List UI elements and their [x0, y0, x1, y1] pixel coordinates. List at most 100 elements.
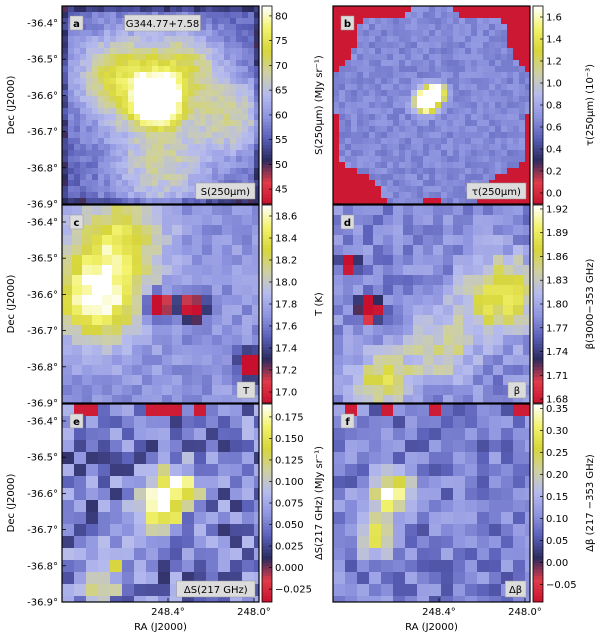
- colorbar-tick-label: 0.00: [546, 558, 568, 569]
- colorbar-tick-label: 1.83: [546, 276, 568, 287]
- colorbar-d: [533, 205, 543, 404]
- colorbar-tick-label: 0.075: [275, 499, 304, 510]
- panel-a: a G344.77+7.58 S(250μm) -36.4° -36.5° -36.6° -…: [6, 5, 325, 211]
- colorbar-tick-label: 18.6: [275, 212, 297, 223]
- panel-c: c T -36.4° -36.5° -36.6° -36.7° -36.8° -36.9° De…: [6, 204, 325, 410]
- colorbar-tick-label: 0.2: [546, 167, 562, 178]
- panel-letter-b: b: [344, 19, 351, 30]
- colorbar-tick-label: −0.05: [546, 580, 577, 591]
- plot-frame-f: [332, 403, 531, 603]
- heatmap-d: [333, 205, 531, 404]
- panel-d: d β 1.68 1.71 1.74 1.77 1.80 1.83 1.86 1.89 1.92 β(…: [332, 204, 596, 406]
- colorbar-tick-label: 0.050: [275, 520, 304, 531]
- colorbar-a: [262, 6, 272, 205]
- plot-frame-a: [61, 5, 260, 205]
- colorbar-label-b: τ(250μm) (10⁻³): [585, 64, 596, 146]
- y-tick-label: -36.8°: [27, 561, 58, 572]
- plot-frame-c: [61, 204, 260, 404]
- y-axis-label-c: Dec (J2000): [6, 275, 17, 334]
- colorbar-tick-label: 1.0: [546, 79, 562, 90]
- panel-f: f Δβ 248.4° 248.0° RA (J2000) −0.05 0.00 0.05 0.…: [332, 403, 596, 633]
- y-tick-label: -36.7°: [27, 127, 58, 138]
- colorbar-tick-label: 65: [275, 86, 288, 97]
- panel-title-box: [124, 14, 201, 32]
- heatmap-b: [333, 6, 531, 205]
- colorbar-tick-label: 1.2: [546, 57, 562, 68]
- colorbar-tick-label: 17.8: [275, 300, 297, 311]
- colorbar-tick-label: 18.4: [275, 234, 297, 245]
- colorbar-tick-label: 50: [275, 160, 288, 171]
- panel-letter-box-e: [69, 413, 84, 429]
- colorbar-label-e: ΔS(217 GHz) (MJy sr⁻¹): [314, 446, 325, 560]
- colorbar-tick-label: 1.89: [546, 228, 568, 239]
- y-tick-label: -36.5°: [27, 254, 58, 265]
- colorbar-tick-label: 17.2: [275, 366, 297, 377]
- heatmap-c: [62, 205, 260, 404]
- y-tick-label: -36.9°: [27, 399, 58, 410]
- colorbar-tick-label: 18.2: [275, 256, 297, 267]
- x-axis-label-e: RA (J2000): [134, 622, 187, 633]
- corner-label-a: S(250μm): [201, 187, 250, 198]
- y-axis-label-a: Dec (J2000): [6, 76, 17, 135]
- y-tick-label: -36.7°: [27, 525, 58, 536]
- panel-e: e ΔS(217 GHz) -36.4° -36.5° -36.6° -36.7° -36.…: [6, 403, 325, 633]
- colorbar-tick-label: 0.25: [546, 448, 568, 459]
- colorbar-tick-label: 75: [275, 36, 288, 47]
- colorbar-tick-label: 1.80: [546, 300, 568, 311]
- colorbar-tick-label: 0.20: [546, 470, 568, 481]
- colorbar-tick-label: 1.4: [546, 35, 562, 46]
- y-tick-label: -36.5°: [27, 453, 58, 464]
- panel-letter-f: f: [345, 417, 350, 428]
- colorbar-tick-label: 80: [275, 11, 288, 22]
- panel-letter-e: e: [73, 417, 80, 428]
- panel-letter-box-d: [340, 214, 355, 230]
- y-tick-label: -36.5°: [27, 55, 58, 66]
- colorbar-tick-label: 17.4: [275, 344, 297, 355]
- heatmap-e: [62, 404, 260, 603]
- y-tick-label: -36.4°: [27, 417, 58, 428]
- colorbar-tick-label: 1.74: [546, 347, 568, 358]
- colorbar-frame-a: [261, 5, 273, 205]
- colorbar-tick-label: 0.125: [275, 455, 304, 466]
- panel-letter-c: c: [74, 218, 80, 229]
- corner-label-box-c: [236, 381, 256, 399]
- colorbar-tick-label: 1.77: [546, 323, 568, 334]
- colorbar-tick-label: 0.100: [275, 477, 304, 488]
- colorbar-f: [533, 404, 543, 603]
- colorbar-label-a: S(250μm) (MJy sr⁻¹): [314, 55, 325, 155]
- colorbar-tick-label: 0.025: [275, 542, 304, 553]
- y-axis-label-e: Dec (J2000): [6, 474, 17, 533]
- corner-label-box-d: [507, 381, 527, 399]
- colorbar-tick-label: −0.025: [275, 585, 312, 596]
- y-tick-label: -36.6°: [27, 91, 58, 102]
- colorbar-tick-label: 0.8: [546, 101, 562, 112]
- colorbar-tick-label: 1.92: [546, 204, 568, 215]
- corner-label-d: β: [514, 386, 520, 397]
- plot-frame-d: [332, 204, 531, 404]
- colorbar-label-d: β(3000−353 GHz): [585, 259, 596, 350]
- panel-letter-box-b: [340, 15, 355, 31]
- colorbar-tick-label: 0.10: [546, 514, 568, 525]
- colorbar-tick-label: 0.150: [275, 434, 304, 445]
- y-tick-label: -36.8°: [27, 362, 58, 373]
- corner-label-b: τ(250μm): [472, 187, 521, 198]
- panel-title: G344.77+7.58: [126, 19, 199, 30]
- plot-frame-b: [332, 5, 531, 205]
- colorbar-tick-label: 0.000: [275, 563, 304, 574]
- colorbar-tick-label: 0.05: [546, 536, 568, 547]
- colorbar-tick-label: 17.0: [275, 388, 297, 399]
- corner-label-e: ΔS(217 GHz): [184, 585, 248, 596]
- colorbar-tick-label: 1.71: [546, 371, 568, 382]
- x-tick-label: 248.0°: [508, 607, 542, 618]
- y-tick-label: -36.6°: [27, 290, 58, 301]
- x-tick-label: 248.4°: [151, 607, 185, 618]
- x-axis-label-f: RA (J2000): [405, 622, 458, 633]
- panel-letter-a: a: [73, 19, 80, 30]
- colorbar-e: [262, 404, 272, 603]
- y-tick-label: -36.4°: [27, 19, 58, 30]
- y-tick-label: -36.9°: [27, 598, 58, 609]
- colorbar-tick-label: 0.6: [546, 123, 562, 134]
- colorbar-tick-label: 0.4: [546, 145, 562, 156]
- plot-frame-e: [61, 403, 260, 603]
